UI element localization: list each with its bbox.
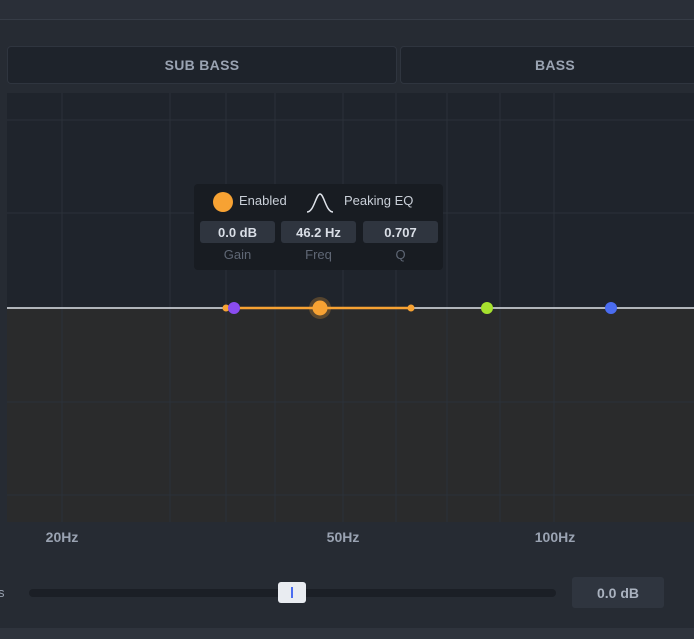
freq-label-20hz: 20Hz xyxy=(45,529,79,545)
band-width-handle-left[interactable] xyxy=(222,304,230,312)
band-node-selected[interactable] xyxy=(312,300,328,316)
gain-caption: Gain xyxy=(223,247,252,262)
eq-graph[interactable] xyxy=(7,93,694,522)
q-value[interactable]: 0.707 xyxy=(363,221,438,243)
peaking-curve-icon xyxy=(306,193,334,213)
band-node-blue[interactable] xyxy=(605,302,617,314)
band-node-lime[interactable] xyxy=(481,302,493,314)
eq-lower-region xyxy=(7,308,694,522)
band-header-sub-bass[interactable]: SUB BASS xyxy=(7,46,397,84)
eq-graph-canvas xyxy=(7,93,694,522)
freq-label-100hz: 100Hz xyxy=(534,529,576,545)
bottom-bar xyxy=(0,628,694,639)
slider-thumb[interactable] xyxy=(278,582,306,603)
freq-label-50hz: 50Hz xyxy=(326,529,360,545)
band-width-handle-right[interactable] xyxy=(407,304,415,312)
slider-value[interactable]: 0.0 dB xyxy=(572,577,664,608)
enabled-toggle[interactable] xyxy=(213,192,233,212)
freq-value[interactable]: 46.2 Hz xyxy=(281,221,356,243)
slider-label: s xyxy=(0,585,5,600)
band-tooltip: Enabled Peaking EQ 0.0 dB 46.2 Hz 0.707 … xyxy=(194,184,443,270)
gain-value[interactable]: 0.0 dB xyxy=(200,221,275,243)
top-bar xyxy=(0,0,694,20)
q-caption: Q xyxy=(395,247,406,262)
band-header-bass[interactable]: BASS xyxy=(400,46,694,84)
enabled-label: Enabled xyxy=(239,193,287,208)
filter-type-label[interactable]: Peaking EQ xyxy=(344,193,414,208)
band-node-purple[interactable] xyxy=(228,302,240,314)
freq-caption: Freq xyxy=(305,247,332,262)
